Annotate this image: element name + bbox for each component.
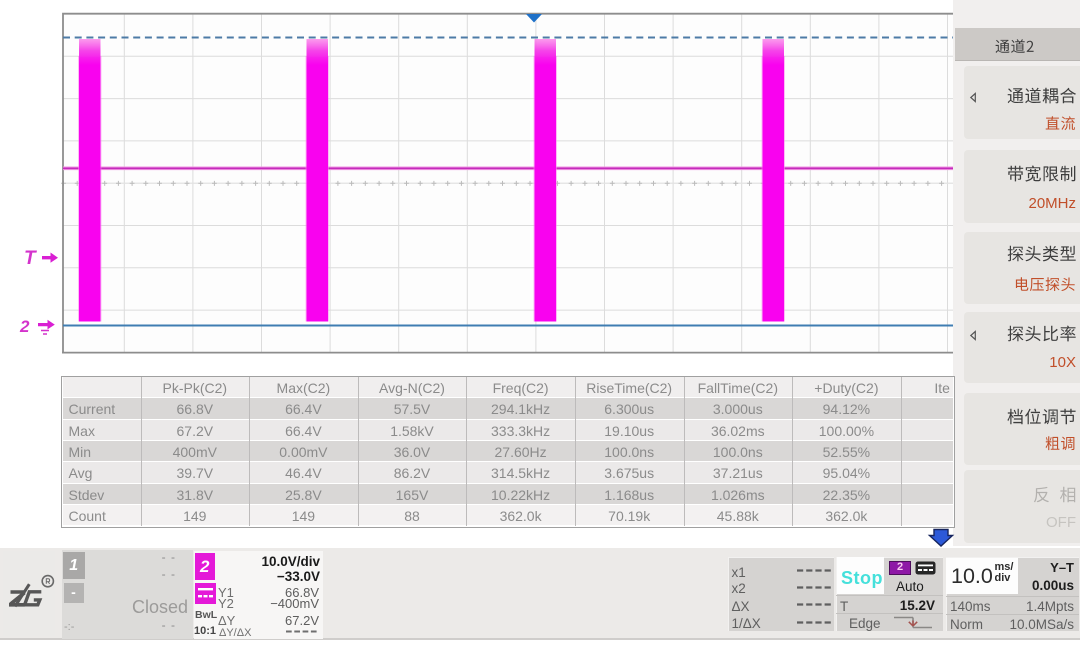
svg-text:T: T [24,248,37,269]
svg-text:2: 2 [19,317,30,336]
